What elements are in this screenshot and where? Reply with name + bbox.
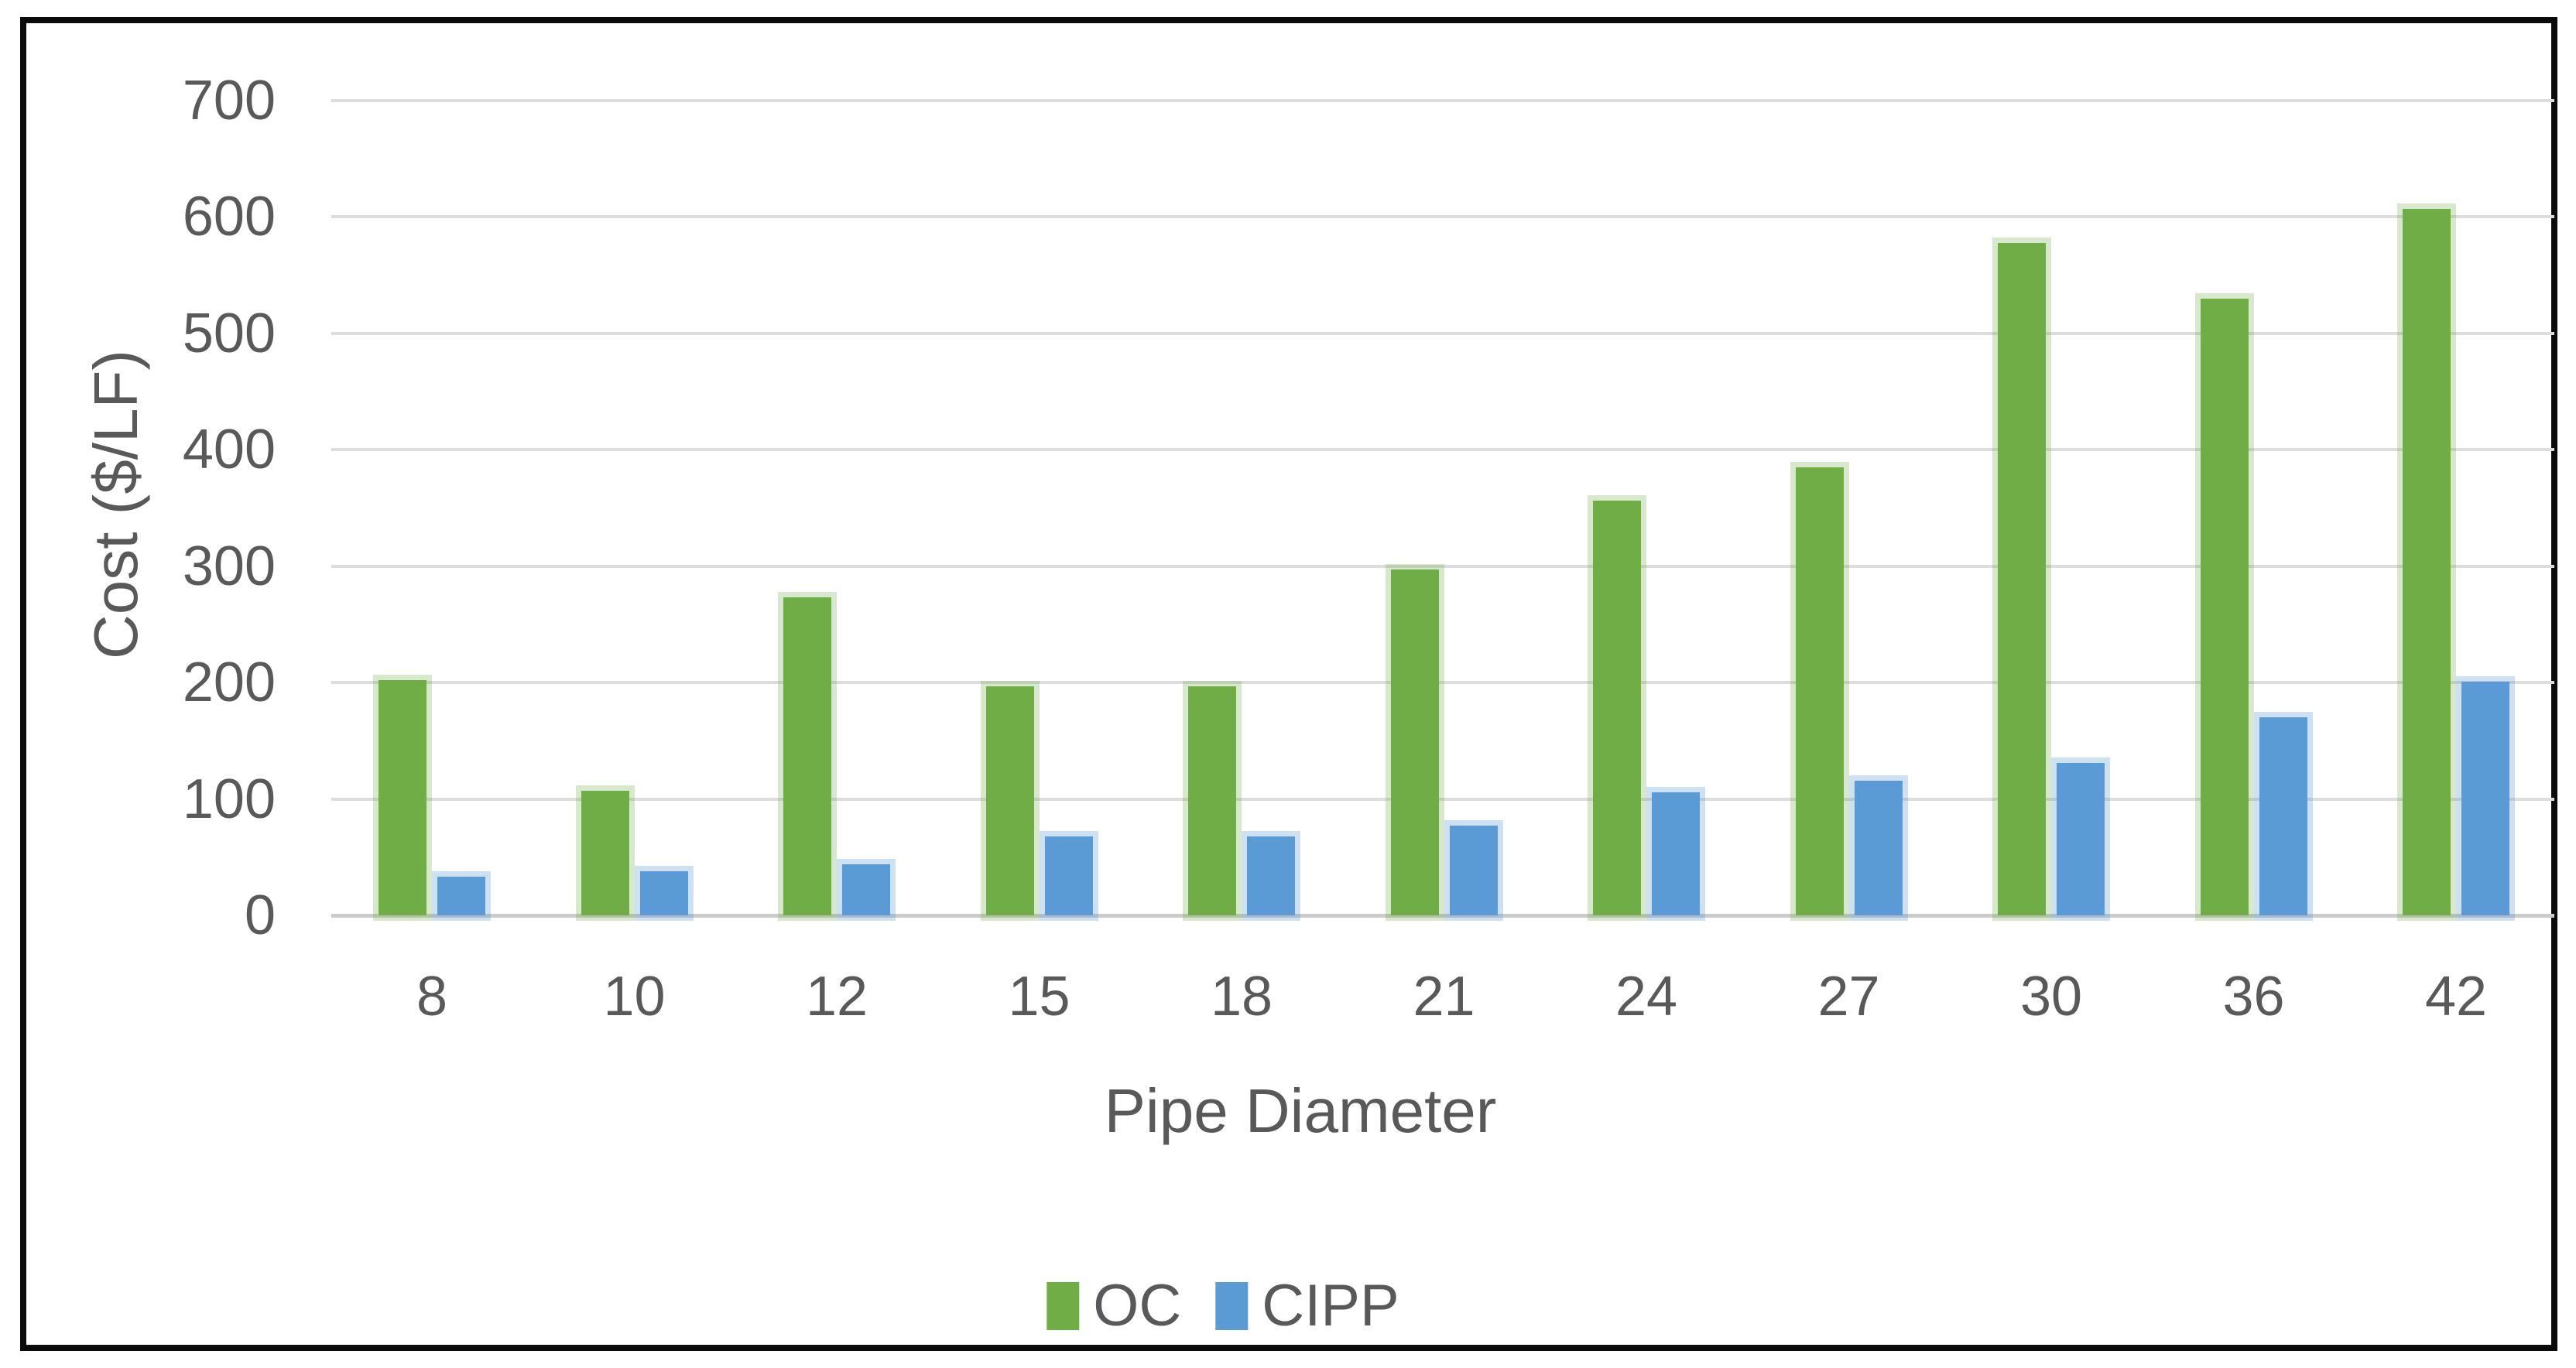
gridline-100: [331, 797, 2554, 801]
gridline-500: [331, 331, 2554, 335]
bar-cipp-8: [432, 871, 491, 921]
bar-oc-15: [980, 680, 1040, 922]
y-tick-label-400: 400: [182, 419, 276, 481]
x-axis-title: Pipe Diameter: [1104, 1076, 1497, 1145]
bar-oc-27: [1790, 461, 1849, 922]
x-tick-label-30: 30: [2019, 966, 2083, 1028]
legend-item-cipp: CIPP: [1215, 1277, 1399, 1336]
bar-cipp-42: [2456, 675, 2515, 922]
x-tick-label-12: 12: [805, 966, 868, 1028]
x-tick-label-8: 8: [416, 966, 448, 1028]
x-tick-label-18: 18: [1210, 966, 1273, 1028]
x-tick-label-42: 42: [2424, 966, 2488, 1028]
x-tick-label-10: 10: [603, 966, 666, 1028]
gridline-200: [331, 681, 2554, 685]
bar-cipp-21: [1444, 820, 1503, 921]
y-tick-label-100: 100: [182, 768, 276, 830]
x-tick-label-15: 15: [1008, 966, 1070, 1028]
bar-oc-8: [373, 675, 432, 921]
bar-cipp-12: [837, 858, 896, 922]
y-tick-label-500: 500: [182, 302, 276, 364]
bar-oc-36: [2194, 292, 2254, 922]
y-tick-label-700: 700: [182, 70, 276, 132]
y-axis-title: Cost ($/LF): [81, 349, 150, 660]
x-tick-label-21: 21: [1413, 966, 1475, 1028]
legend-swatch-cipp: [1215, 1282, 1249, 1330]
legend-item-oc: OC: [1046, 1277, 1181, 1336]
bar-cipp-36: [2253, 712, 2313, 921]
gridline-700: [331, 99, 2554, 102]
x-tick-label-24: 24: [1615, 966, 1678, 1028]
y-tick-label-300: 300: [182, 535, 276, 597]
plot-area: [331, 99, 2554, 922]
y-tick-label-0: 0: [244, 884, 276, 946]
bar-cipp-15: [1039, 830, 1098, 922]
gridline-400: [331, 448, 2554, 452]
legend-label-cipp: CIPP: [1262, 1273, 1399, 1339]
bar-cipp-24: [1646, 786, 1705, 922]
y-tick-label-600: 600: [182, 186, 276, 248]
y-tick-label-200: 200: [182, 652, 276, 714]
bar-oc-12: [778, 592, 837, 921]
bar-oc-10: [575, 785, 635, 921]
bar-cipp-27: [1848, 775, 1908, 922]
bar-oc-30: [1992, 237, 2051, 922]
legend: OC CIPP: [1046, 1277, 1399, 1336]
bar-oc-24: [1588, 495, 1646, 921]
gridline-300: [331, 564, 2554, 568]
legend-swatch-oc: [1046, 1282, 1080, 1330]
gridline-600: [331, 215, 2554, 219]
bar-oc-21: [1385, 564, 1444, 921]
bar-cipp-30: [2051, 757, 2110, 922]
x-axis-line: [331, 913, 2554, 918]
bar-oc-18: [1183, 680, 1242, 922]
x-tick-label-27: 27: [1817, 966, 1880, 1028]
x-tick-label-36: 36: [2222, 966, 2285, 1028]
bar-oc-42: [2397, 203, 2456, 922]
legend-label-oc: OC: [1093, 1273, 1182, 1339]
bar-cipp-10: [634, 865, 694, 922]
bar-cipp-18: [1242, 830, 1300, 922]
